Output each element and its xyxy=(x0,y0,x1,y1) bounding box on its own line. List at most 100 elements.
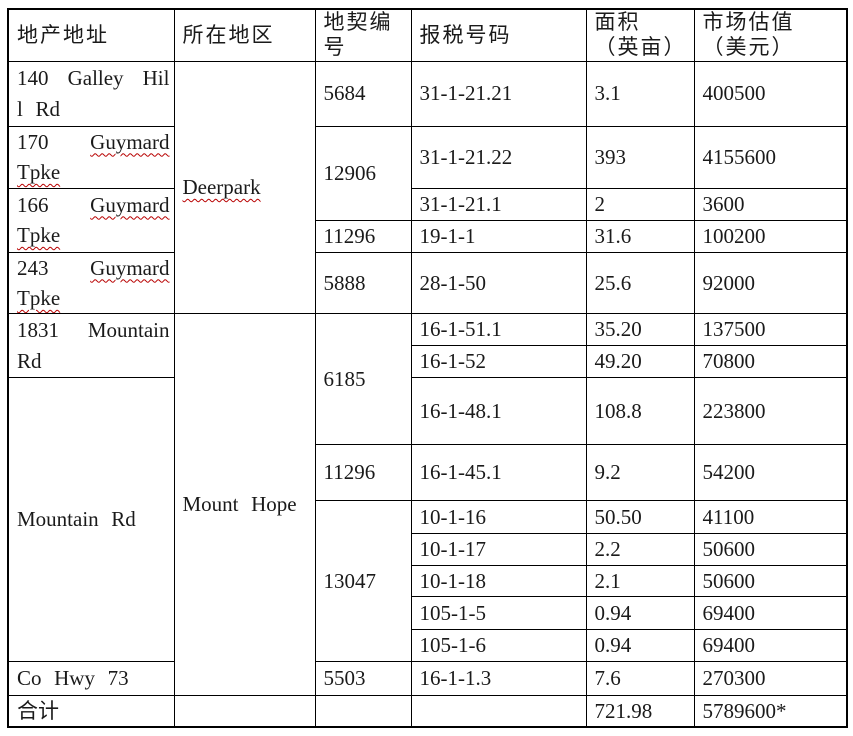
cell-address: 140 Galley Hil l Rd xyxy=(7,60,175,127)
cell-value: 5789600* xyxy=(693,694,848,728)
table-row: Mountain Rd 16-1-48.1 108.8 223800 xyxy=(7,376,848,662)
cell-area: 25.6 xyxy=(585,251,695,315)
table-row: 105-1-5 0.94 69400 xyxy=(8,596,848,631)
cell-tax: 16-1-52 xyxy=(410,344,587,378)
cell-value: 400500 xyxy=(693,60,848,127)
cell-tax: 16-1-51.1 xyxy=(410,313,587,346)
cell-area: 0.94 xyxy=(585,596,695,631)
cell-address: 1831 Mountain Rd xyxy=(7,313,175,378)
cell-tax: 16-1-45.1 xyxy=(410,443,587,501)
cell-region xyxy=(173,694,316,728)
cell-deed: 5888 xyxy=(314,251,412,315)
table-row: 1831 Mountain Rd Mount Hope 6185 16-1-51.1 3… xyxy=(7,313,848,696)
table-row: 10-1-18 2.1 50600 xyxy=(8,564,848,598)
cell-address: 合计 xyxy=(7,694,175,728)
cell-address: Mountain Rd xyxy=(7,376,175,662)
cell-area: 108.8 xyxy=(585,376,695,445)
cell-deed: 11296 xyxy=(314,219,412,253)
cell-deed xyxy=(314,694,412,728)
cell-value: 69400 xyxy=(693,629,848,662)
cell-area: 31.6 xyxy=(585,219,695,253)
cell-area: 50.50 xyxy=(585,499,695,534)
cell-value: 270300 xyxy=(693,660,848,696)
cell-value: 50600 xyxy=(693,532,848,566)
cell-area: 393 xyxy=(585,125,695,189)
table-row: 合计 721.98 5789600* xyxy=(7,694,848,728)
table-row: 170 Guymard Tpke 12906 31-1-21.22 393 415560… xyxy=(7,125,848,221)
cell-tax: 10-1-17 xyxy=(410,532,587,566)
cell-tax: 28-1-50 xyxy=(410,251,587,315)
misspelled-word: Guymard xyxy=(90,255,170,280)
column-header-value: 市场估值 （美元） xyxy=(693,8,848,62)
cell-area: 0.94 xyxy=(585,629,695,662)
cell-value: 100200 xyxy=(693,219,848,253)
cell-tax: 10-1-16 xyxy=(410,499,587,534)
cell-area: 7.6 xyxy=(585,660,695,696)
cell-area: 49.20 xyxy=(585,344,695,378)
cell-value: 92000 xyxy=(693,251,848,315)
cell-area: 2 xyxy=(585,187,695,221)
cell-tax: 31-1-21.1 xyxy=(410,187,587,221)
cell-deed: 11296 xyxy=(314,443,412,501)
table-row: 11296 16-1-45.1 9.2 54200 xyxy=(8,443,848,501)
misspelled-word: Tpke xyxy=(17,160,61,184)
table-row: 11296 19-1-1 31.6 100200 xyxy=(8,219,848,253)
misspelled-word: Guymard xyxy=(90,129,170,154)
table-row: 140 Galley Hil l Rd Deerpark 5684 31-1-21.2… xyxy=(7,60,848,315)
cell-tax: 19-1-1 xyxy=(410,219,587,253)
misspelled-word: Deerpark xyxy=(182,175,261,200)
table-row: 243 Guymard Tpke 5888 28-1-50 25.6 92000 xyxy=(7,251,848,315)
cell-value: 50600 xyxy=(693,564,848,598)
cell-tax: 10-1-18 xyxy=(410,564,587,598)
cell-deed: 5503 xyxy=(314,660,412,696)
table-row: 13047 10-1-16 50.50 41100 xyxy=(8,499,848,662)
column-header-deed: 地契编 号 xyxy=(314,8,412,62)
cell-value: 3600 xyxy=(693,187,848,221)
cell-deed: 5684 xyxy=(314,60,412,127)
cell-tax: 16-1-1.3 xyxy=(410,660,587,696)
cell-tax: 105-1-5 xyxy=(410,596,587,631)
cell-area: 9.2 xyxy=(585,443,695,501)
cell-value: 70800 xyxy=(693,344,848,378)
document-page: { "page": { "background": "#ffffff", "te… xyxy=(7,8,848,729)
cell-address: 166 Guymard Tpke xyxy=(7,187,175,253)
cell-value: 41100 xyxy=(693,499,848,534)
cell-value: 4155600 xyxy=(693,125,848,189)
cell-tax xyxy=(410,694,587,728)
cell-area: 3.1 xyxy=(585,60,695,127)
misspelled-word: Tpke xyxy=(17,223,61,247)
property-table: 地产地址 所在地区 地契编 号报税号码 面积 （英亩） 市场估值 （美元） 140 Gal… xyxy=(7,8,848,729)
cell-value: 223800 xyxy=(693,376,848,445)
cell-deed: 12906 xyxy=(314,125,412,221)
cell-tax: 31-1-21.21 xyxy=(410,60,587,127)
cell-address: 243 Guymard Tpke xyxy=(7,251,175,315)
cell-deed: 13047 xyxy=(314,499,412,662)
cell-area: 35.20 xyxy=(585,313,695,346)
cell-tax: 31-1-21.22 xyxy=(410,125,587,189)
cell-deed: 6185 xyxy=(314,313,412,445)
table-row: Co Hwy 73 5503 16-1-1.3 7.6 270300 xyxy=(7,660,848,696)
cell-area: 721.98 xyxy=(585,694,695,728)
column-header-address: 地产地址 xyxy=(7,8,175,62)
cell-address: 170 Guymard Tpke xyxy=(7,125,175,189)
table-header-row: 地产地址 所在地区 地契编 号报税号码 面积 （英亩） 市场估值 （美元） xyxy=(7,8,848,62)
cell-tax: 16-1-48.1 xyxy=(410,376,587,445)
table-row: 105-1-6 0.94 69400 xyxy=(8,629,848,662)
cell-area: 2.1 xyxy=(585,564,695,598)
cell-area: 2.2 xyxy=(585,532,695,566)
table-row: 166 Guymard Tpke 31-1-21.1 2 3600 xyxy=(7,187,848,253)
cell-value: 69400 xyxy=(693,596,848,631)
cell-value: 54200 xyxy=(693,443,848,501)
column-header-area: 面积 （英亩） xyxy=(585,8,695,62)
misspelled-word: Tpke xyxy=(17,285,61,310)
cell-value: 137500 xyxy=(693,313,848,346)
cell-tax: 105-1-6 xyxy=(410,629,587,662)
cell-address: Co Hwy 73 xyxy=(7,660,175,696)
cell-region: Mount Hope xyxy=(173,313,316,696)
column-header-tax: 报税号码 xyxy=(410,8,587,62)
table-row: 10-1-17 2.2 50600 xyxy=(8,532,848,566)
cell-region: Deerpark xyxy=(173,60,316,315)
column-header-region: 所在地区 xyxy=(173,8,316,62)
misspelled-word: Guymard xyxy=(90,192,170,217)
